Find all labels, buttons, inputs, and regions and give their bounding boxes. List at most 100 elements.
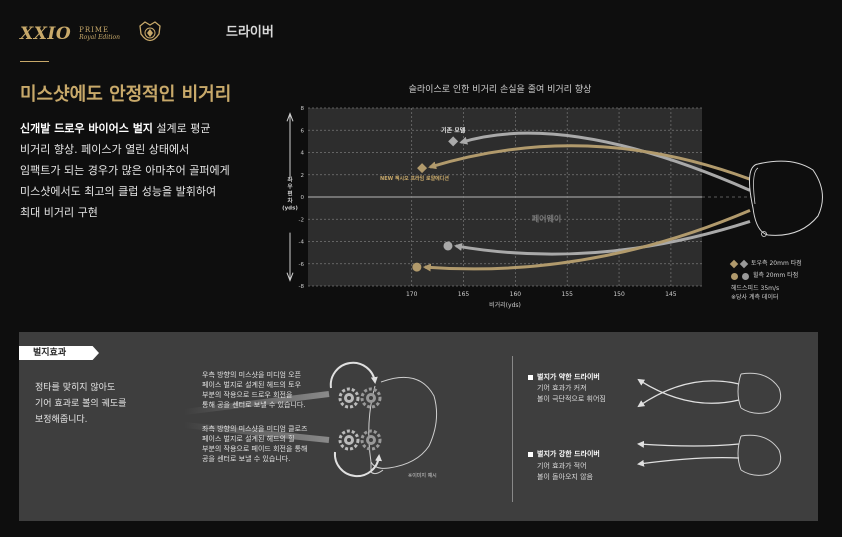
caption-line: 페이스 벌지로 설계된 헤드의 힐 [202,435,295,443]
y-tick-label: -2 [299,217,304,223]
trajectory-old-toe [459,131,751,192]
category-title: 드라이버 [226,25,274,40]
logo-line2: Royal Edition [79,34,121,41]
y-tick-label: 8 [301,106,305,112]
legend-diamond-grey [739,259,749,269]
body-line: 미스샷에서도 최고의 클럽 성능을 발휘하여 [20,185,217,198]
ball-direction-arrow [183,391,330,415]
body-line: 임팩트가 되는 경우가 많은 아마추어 골퍼에게 [20,164,230,177]
desc-line: 볼이 돌아오지 않음 [537,473,593,481]
desc-line: 기어 효과가 적어 [537,462,587,470]
crest-icon [139,21,161,42]
legend-source: ※당사 계측 데이터 [731,294,779,301]
brand-logo: XXIO PRIME Royal Edition [20,20,164,48]
legend-headspeed: 헤드스피드 35m/s [731,285,780,292]
y-tick-label: 4 [301,151,305,157]
caption-line: 좌측 방향의 미스샷을 미디엄 클로즈 [202,425,308,433]
image-note: ※이미지 예시 [408,473,437,479]
title-divider [20,61,49,62]
weak-bulge-trajectory-icon [637,372,782,414]
weak-bulge-title-text: 벌지가 약한 드라이버 [537,373,600,381]
panel-lead: 정타를 맞히지 않아도 기어 효과로 볼의 궤도를 보정해줍니다. [35,380,126,428]
x-tick-label: 160 [510,291,522,298]
legend-note: 헤드스피드 35m/s ※당사 계측 데이터 [731,284,802,302]
caption-line: 공을 센터로 보낼 수 있습니다. [202,455,291,463]
chart-legend: 토우측 20mm 타점 힐측 20mm 타점 헤드스피드 35m/s ※당사 계… [729,258,802,302]
panel-tag: 벌지효과 [19,346,99,360]
logo-line1: PRIME [79,26,110,34]
x-tick-label: 165 [458,291,470,298]
y-axis-label-text: 좌 우 편 차 (yds) [282,175,298,211]
y-tick-label: 0 [301,195,305,201]
gear-icon [360,429,382,451]
desc-line: 볼이 극단적으로 휘어짐 [537,395,606,403]
headline: 미스샷에도 안정적인 비거리 [20,84,232,105]
bulge-effect-panel: 벌지효과 정타를 맞히지 않아도 기어 효과로 볼의 궤도를 보정해줍니다. 우… [19,332,818,521]
gear-icon [360,387,382,409]
driver-head-icon [748,160,823,237]
rotation-arrow-icon [333,451,383,478]
rotation-arrow-icon [329,361,378,389]
legend-toe: 토우측 20mm 타점 [729,258,802,270]
panel-lead-line: 정타를 맞히지 않아도 [35,383,116,393]
annotation-old-model: 기존 모델 [441,126,466,134]
desc-line: 기어 효과가 커져 [537,384,587,392]
x-tick-label: 145 [665,291,677,298]
x-axis-label: 비거리(yds) [489,301,521,309]
data-point-diamond [448,136,459,147]
panel-lead-line: 보정해줍니다. [35,415,88,425]
y-tick-label: -6 [299,262,305,268]
body-line1-rest: 설계로 평균 [152,122,211,135]
weak-bulge-desc: 기어 효과가 커져 볼이 극단적으로 휘어짐 [537,383,606,405]
body-line: 비거리 향상. 페이스가 열린 상태에서 [20,143,190,156]
chart-title: 슬라이스로 인한 비거리 손실을 줄여 비거리 향상 [408,85,592,95]
legend-circle-gold [731,272,738,280]
fairway-label: 페어웨이 [532,213,561,223]
gear-icon [338,387,360,409]
trajectory-new-toe [428,144,751,181]
body-bold: 신개발 드로우 바이어스 벌지 [20,122,153,135]
body-text: 신개발 드로우 바이어스 벌지 설계로 평균 비거리 향상. 페이스가 열린 상… [20,118,270,223]
bullet-square-icon [528,451,533,457]
data-point-diamond [417,163,428,174]
bulge-illustration [183,361,782,478]
strong-bulge-trajectory-icon [637,434,782,476]
weak-bulge-title: 벌지가 약한 드라이버 [528,372,600,382]
logo-subtitle: PRIME Royal Edition [79,26,120,42]
caption-line: 부분의 작용으로 드로우 회전을 [202,391,293,399]
data-point-circle [412,262,422,272]
ball-direction-arrow [183,422,330,443]
logo-wordmark: XXIO [20,24,72,44]
y-axis-arrow-down [286,232,294,282]
y-axis-label: 좌 우 편 차 (yds) [282,175,298,211]
legend-diamond-gold [729,259,739,269]
gear-icon [338,429,360,451]
y-axis-arrow-up [286,112,294,177]
caption-line: 페이스 벌지로 설계된 헤드의 토우 [202,381,302,389]
strong-bulge-title-text: 벌지가 강한 드라이버 [537,450,600,458]
strong-bulge-desc: 기어 효과가 적어 볼이 돌아오지 않음 [537,461,593,483]
y-tick-label: 2 [301,173,305,179]
y-tick-label: 6 [301,128,305,134]
y-tick-label: -4 [299,240,305,246]
y-tick-label: -8 [299,284,305,290]
x-tick-label: 150 [613,291,625,298]
heel-caption: 좌측 방향의 미스샷을 미디엄 클로즈 페이스 벌지로 설계된 헤드의 힐 부분… [202,424,308,464]
caption-line: 부분의 작용으로 페이드 회전을 통해 [202,445,308,453]
panel-lead-line: 기어 효과로 볼의 궤도를 [35,399,127,409]
panel-separator [512,356,513,502]
data-point-circle [443,241,453,251]
legend-heel: 힐측 20mm 타점 [731,270,802,282]
trajectory-new-heel [422,208,751,272]
caption-line: 우측 방향의 미스샷을 미디엄 오픈 [202,371,302,379]
legend-toe-label: 토우측 20mm 타점 [751,260,802,267]
body-line: 최대 비거리 구현 [20,206,98,219]
x-tick-label: 155 [561,291,573,298]
strong-bulge-title: 벌지가 강한 드라이버 [528,449,600,459]
annotation-new-model: NEW 젝시오 프라임 로얄에디션 [380,175,449,182]
caption-line: 통해 공을 센터로 보낼 수 있습니다. [202,401,306,409]
bullet-square-icon [528,374,533,380]
legend-heel-label: 힐측 20mm 타점 [753,272,799,279]
x-tick-label: 170 [406,291,418,298]
